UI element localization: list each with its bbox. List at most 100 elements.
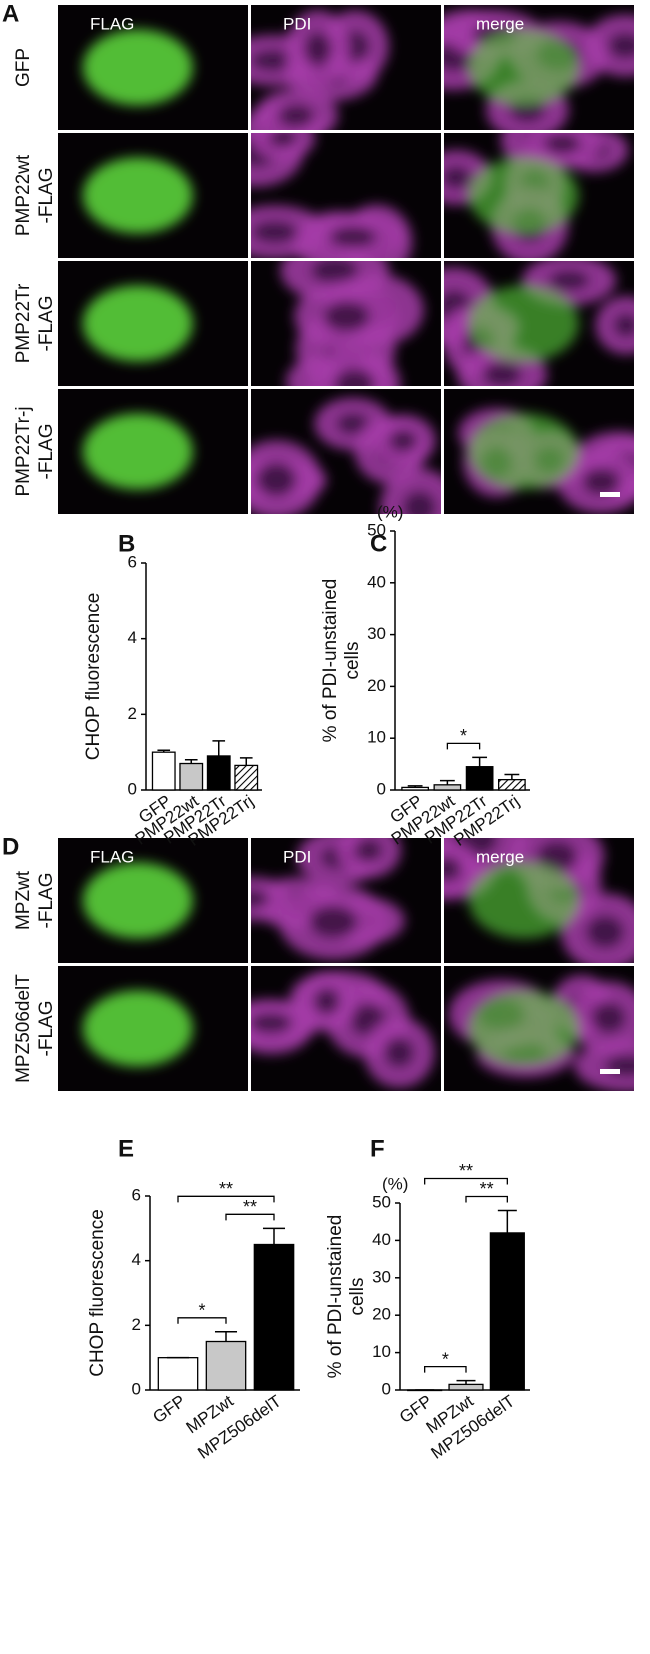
nucleus bbox=[310, 261, 360, 285]
significance-label: ** bbox=[459, 1161, 473, 1181]
y-tick-label: 6 bbox=[128, 552, 137, 571]
nucleus bbox=[607, 31, 634, 60]
bar bbox=[498, 778, 526, 791]
significance-bracket bbox=[446, 742, 481, 750]
nucleus bbox=[548, 268, 591, 292]
error-bar bbox=[184, 758, 198, 764]
error-bar bbox=[439, 779, 455, 785]
column-label: FLAG bbox=[90, 14, 134, 33]
nucleus bbox=[268, 133, 298, 148]
micrograph bbox=[444, 5, 634, 130]
row-label: MPZwt bbox=[13, 870, 34, 930]
row-label: -FLAG bbox=[36, 424, 57, 480]
bar bbox=[179, 762, 204, 791]
micrograph bbox=[444, 389, 634, 514]
panel-letter: B bbox=[118, 530, 135, 557]
panel-letter: C bbox=[370, 530, 387, 557]
nucleus bbox=[481, 361, 523, 386]
image-content bbox=[82, 157, 193, 234]
nucleus bbox=[544, 133, 581, 155]
error-bar bbox=[456, 1379, 476, 1385]
micrograph bbox=[251, 838, 441, 963]
column-label: merge bbox=[476, 847, 524, 866]
row-label: PMP22wt bbox=[13, 154, 34, 236]
row-label: -FLAG bbox=[36, 873, 57, 929]
image-content bbox=[82, 413, 193, 490]
significance-label: * bbox=[198, 1301, 205, 1321]
y-tick-label: 4 bbox=[132, 1250, 141, 1269]
image-content bbox=[251, 10, 389, 130]
pdi-cell bbox=[444, 840, 480, 897]
image-content bbox=[444, 261, 634, 386]
y-tick-label: 40 bbox=[372, 1230, 391, 1249]
micrograph bbox=[251, 133, 441, 258]
significance-label: ** bbox=[219, 1179, 233, 1199]
significance-bracket bbox=[177, 1317, 227, 1324]
y-tick-label: 0 bbox=[382, 1379, 391, 1398]
image-content bbox=[82, 285, 193, 362]
image-content bbox=[448, 975, 634, 1091]
bar bbox=[253, 1243, 295, 1391]
nucleus bbox=[303, 31, 333, 67]
scale-bar bbox=[600, 1069, 620, 1074]
flag-cell bbox=[468, 413, 579, 490]
error-bar bbox=[157, 749, 171, 753]
row-label: GFP bbox=[13, 48, 34, 87]
y-axis-label: CHOP fluorescence bbox=[87, 1209, 108, 1377]
panel-letter: A bbox=[2, 0, 19, 27]
image-content bbox=[280, 261, 424, 386]
significance-bracket bbox=[424, 1366, 467, 1373]
flag-cell bbox=[82, 413, 193, 490]
scale-bar bbox=[600, 492, 620, 497]
row-label: MPZ506delT bbox=[13, 974, 34, 1083]
y-tick-label: 10 bbox=[372, 1342, 391, 1361]
significance-label: ** bbox=[243, 1197, 257, 1217]
bar bbox=[205, 1340, 247, 1391]
micrograph bbox=[251, 5, 441, 130]
nucleus bbox=[251, 1012, 293, 1034]
image-content bbox=[82, 862, 193, 939]
micrograph bbox=[251, 966, 441, 1091]
bar bbox=[401, 786, 429, 791]
flag-cell bbox=[468, 29, 579, 106]
y-axis-label: % of PDI-unstained bbox=[320, 579, 341, 743]
row-label: PMP22Tr bbox=[13, 283, 34, 363]
y-tick-label: 20 bbox=[367, 676, 386, 695]
nucleus bbox=[322, 300, 370, 333]
nucleus bbox=[444, 165, 473, 190]
bar bbox=[465, 766, 494, 791]
nucleus bbox=[383, 1036, 415, 1069]
pdi-cell bbox=[308, 347, 401, 386]
significance-label: ** bbox=[480, 1179, 494, 1199]
nucleus bbox=[256, 461, 297, 498]
bar bbox=[448, 1383, 484, 1391]
y-tick-label: 30 bbox=[367, 624, 386, 643]
nucleus bbox=[444, 856, 462, 882]
error-bar bbox=[212, 740, 226, 756]
micrograph bbox=[58, 838, 248, 963]
nucleus bbox=[581, 467, 621, 497]
micrograph bbox=[58, 261, 248, 386]
image-content bbox=[251, 397, 441, 514]
flag-cell bbox=[82, 29, 193, 106]
error-bar bbox=[504, 773, 520, 780]
flag-cell bbox=[82, 157, 193, 234]
significance-label: * bbox=[442, 1349, 449, 1369]
error-bar bbox=[239, 757, 253, 766]
y-tick-label: 0 bbox=[128, 779, 137, 798]
panel-letter: F bbox=[370, 1135, 385, 1162]
nucleus bbox=[389, 428, 418, 453]
nucleus bbox=[612, 312, 634, 339]
nucleus bbox=[308, 904, 358, 939]
image-content bbox=[82, 990, 193, 1067]
image-content bbox=[444, 133, 629, 258]
y-tick-label: 10 bbox=[367, 728, 386, 747]
column-label: FLAG bbox=[90, 847, 134, 866]
bar bbox=[151, 751, 176, 791]
bar bbox=[234, 764, 259, 791]
significance-bracket bbox=[225, 1213, 275, 1221]
micrograph bbox=[251, 261, 441, 386]
error-bar bbox=[472, 756, 488, 767]
significance-label: * bbox=[460, 726, 467, 746]
unit-label: (%) bbox=[382, 1174, 408, 1193]
